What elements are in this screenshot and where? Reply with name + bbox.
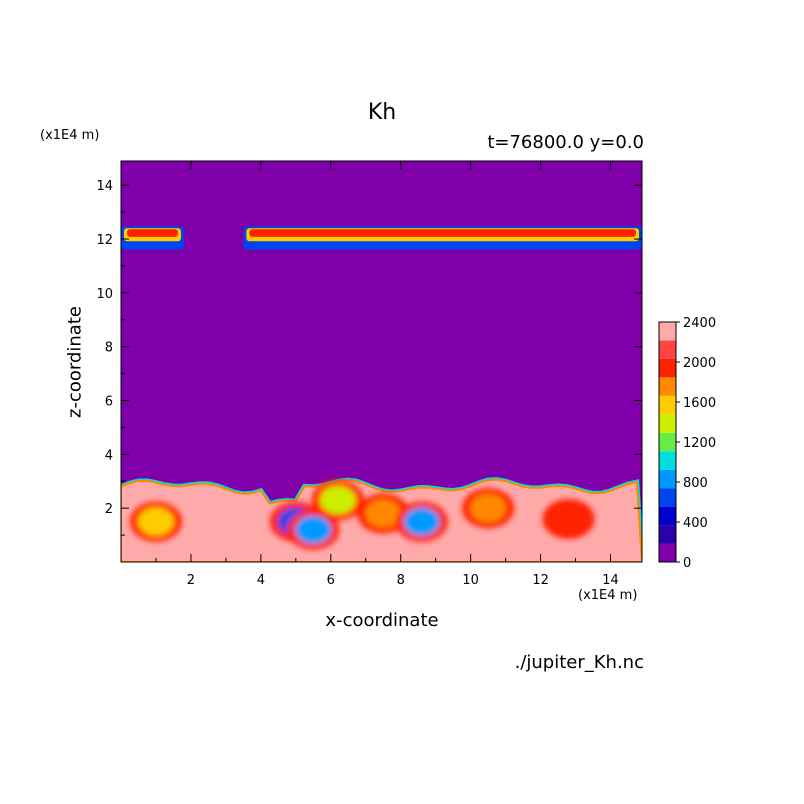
colorbar-swatch [659,488,676,507]
feature-blob [550,504,587,533]
x-tick-label: 10 [462,573,479,588]
y-tick-label: 14 [96,179,113,194]
y-tick-label: 2 [105,502,113,517]
colorbar-label: 2000 [683,356,716,371]
y-tick-label: 4 [105,448,113,463]
colorbar-swatch [659,506,676,526]
y-tick-label: 8 [105,341,113,356]
colorbar-swatch [659,543,676,562]
colorbar-label: 2400 [683,316,716,331]
plot-frame [120,160,643,563]
y-tick-label: 12 [96,233,113,248]
y-axis-label: z-coordinate [64,306,86,418]
colorbar-label: 1600 [683,396,716,411]
feature-blob [403,507,440,536]
colorbar-label: 0 [683,556,691,571]
x-tick-label: 2 [187,573,195,588]
x-tick-label: 6 [327,573,335,588]
colorbar-swatch [659,451,676,470]
colorbar-swatch [659,395,676,415]
chart-title: Kh [367,100,397,125]
colorbar-swatch [659,414,676,433]
feature-blob [319,486,356,515]
feature-blob [137,507,174,536]
x-tick-label: 8 [397,573,405,588]
colorbar: 0 400 800 1200 1600 2000 2400 [658,316,716,571]
colorbar-swatch [659,322,676,341]
y-tick-label: 10 [96,287,113,302]
colorbar-label: 800 [683,476,708,491]
colorbar-swatch [659,525,676,544]
feature-blob [470,494,507,523]
x-tick-label: 4 [257,573,265,588]
chart-subtitle: t=76800.0 y=0.0 [487,132,644,153]
colorbar-swatch [659,432,676,452]
feature-blob [365,499,402,528]
x-axis-label: x-coordinate [325,610,439,631]
y-tick-label: 6 [105,395,113,410]
upper-layer-band [127,229,178,237]
y-axis-unit: (x1E4 m) [40,128,100,143]
feature-group [129,480,595,550]
upper-layer-band [249,229,636,237]
heatmap-field [121,161,642,562]
colorbar-swatch [659,377,676,396]
colorbar-label: 1200 [683,436,716,451]
x-tick-label: 14 [602,573,619,588]
colorbar-swatch [659,469,676,489]
source-filename: ./jupiter_Kh.nc [514,652,644,673]
axes: 2 4 6 8 10 12 14 2 4 6 8 10 12 14 [96,161,642,588]
colorbar-swatch [659,358,676,378]
x-tick-label: 12 [532,573,549,588]
x-axis-unit: (x1E4 m) [578,588,638,603]
colorbar-label: 400 [683,516,708,531]
feature-blob [295,515,332,544]
colorbar-swatch [659,340,676,359]
